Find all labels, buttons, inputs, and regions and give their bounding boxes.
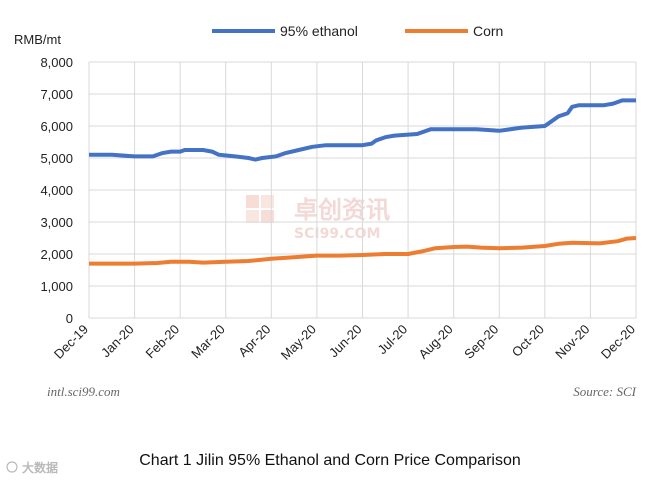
x-tick-label: Dec-20 <box>598 322 638 362</box>
y-tick-label: 0 <box>66 311 73 326</box>
y-tick-label: 8,000 <box>40 55 73 70</box>
watermark-en: SCI99.COM <box>294 226 380 242</box>
x-tick-label: May-20 <box>278 322 319 363</box>
x-tick-label: Sep-20 <box>461 322 501 362</box>
x-tick-label: Oct-20 <box>509 322 547 360</box>
y-tick-label: 6,000 <box>40 119 73 134</box>
y-tick-label: 2,000 <box>40 247 73 262</box>
corner-mark-text: 大数据 <box>22 460 58 475</box>
y-tick-label: 5,000 <box>40 151 73 166</box>
x-tick-label: Apr-20 <box>235 322 273 360</box>
legend-label-ethanol: 95% ethanol <box>280 23 358 39</box>
watermark-cn: 卓创资讯 <box>294 196 390 224</box>
y-axis-unit-label: RMB/mt <box>14 32 61 47</box>
x-tick-label: Jun-20 <box>326 322 365 361</box>
legend-label-corn: Corn <box>473 23 503 39</box>
series-line-ethanol <box>89 98 636 162</box>
y-tick-label: 1,000 <box>40 279 73 294</box>
y-tick-label: 7,000 <box>40 87 73 102</box>
x-tick-label: Jan-20 <box>98 322 137 361</box>
y-axis-ticks: 0 1,000 2,000 3,000 4,000 5,000 6,000 7,000 8,00… <box>40 55 73 326</box>
x-tick-label: Mar-20 <box>188 322 228 362</box>
x-tick-label: Aug-20 <box>416 322 456 362</box>
x-tick-label: Nov-20 <box>552 322 592 362</box>
corner-mark: 大数据 <box>6 460 58 475</box>
legend: 95% ethanol Corn <box>212 23 503 39</box>
footer-site: intl.sci99.com <box>47 384 120 399</box>
x-tick-label: Dec-19 <box>51 322 91 362</box>
footer-source: Source: SCI <box>573 384 636 399</box>
series-layer <box>89 98 637 266</box>
watermark: 卓创资讯 SCI99.COM <box>246 195 390 242</box>
gridlines <box>88 61 637 319</box>
series-line-corn <box>89 236 637 266</box>
y-tick-label: 4,000 <box>40 183 73 198</box>
y-tick-label: 3,000 <box>40 215 73 230</box>
chart-caption: Chart 1 Jilin 95% Ethanol and Corn Price… <box>139 452 521 469</box>
x-tick-label: Jul-20 <box>375 322 411 358</box>
x-axis-ticks: Dec-19 Jan-20 Feb-20 Mar-20 Apr-20 May-20 Jun-… <box>51 322 638 363</box>
x-tick-label: Feb-20 <box>143 322 183 362</box>
watermark-logo-icon <box>246 195 274 223</box>
corner-mark-icon <box>6 461 18 473</box>
